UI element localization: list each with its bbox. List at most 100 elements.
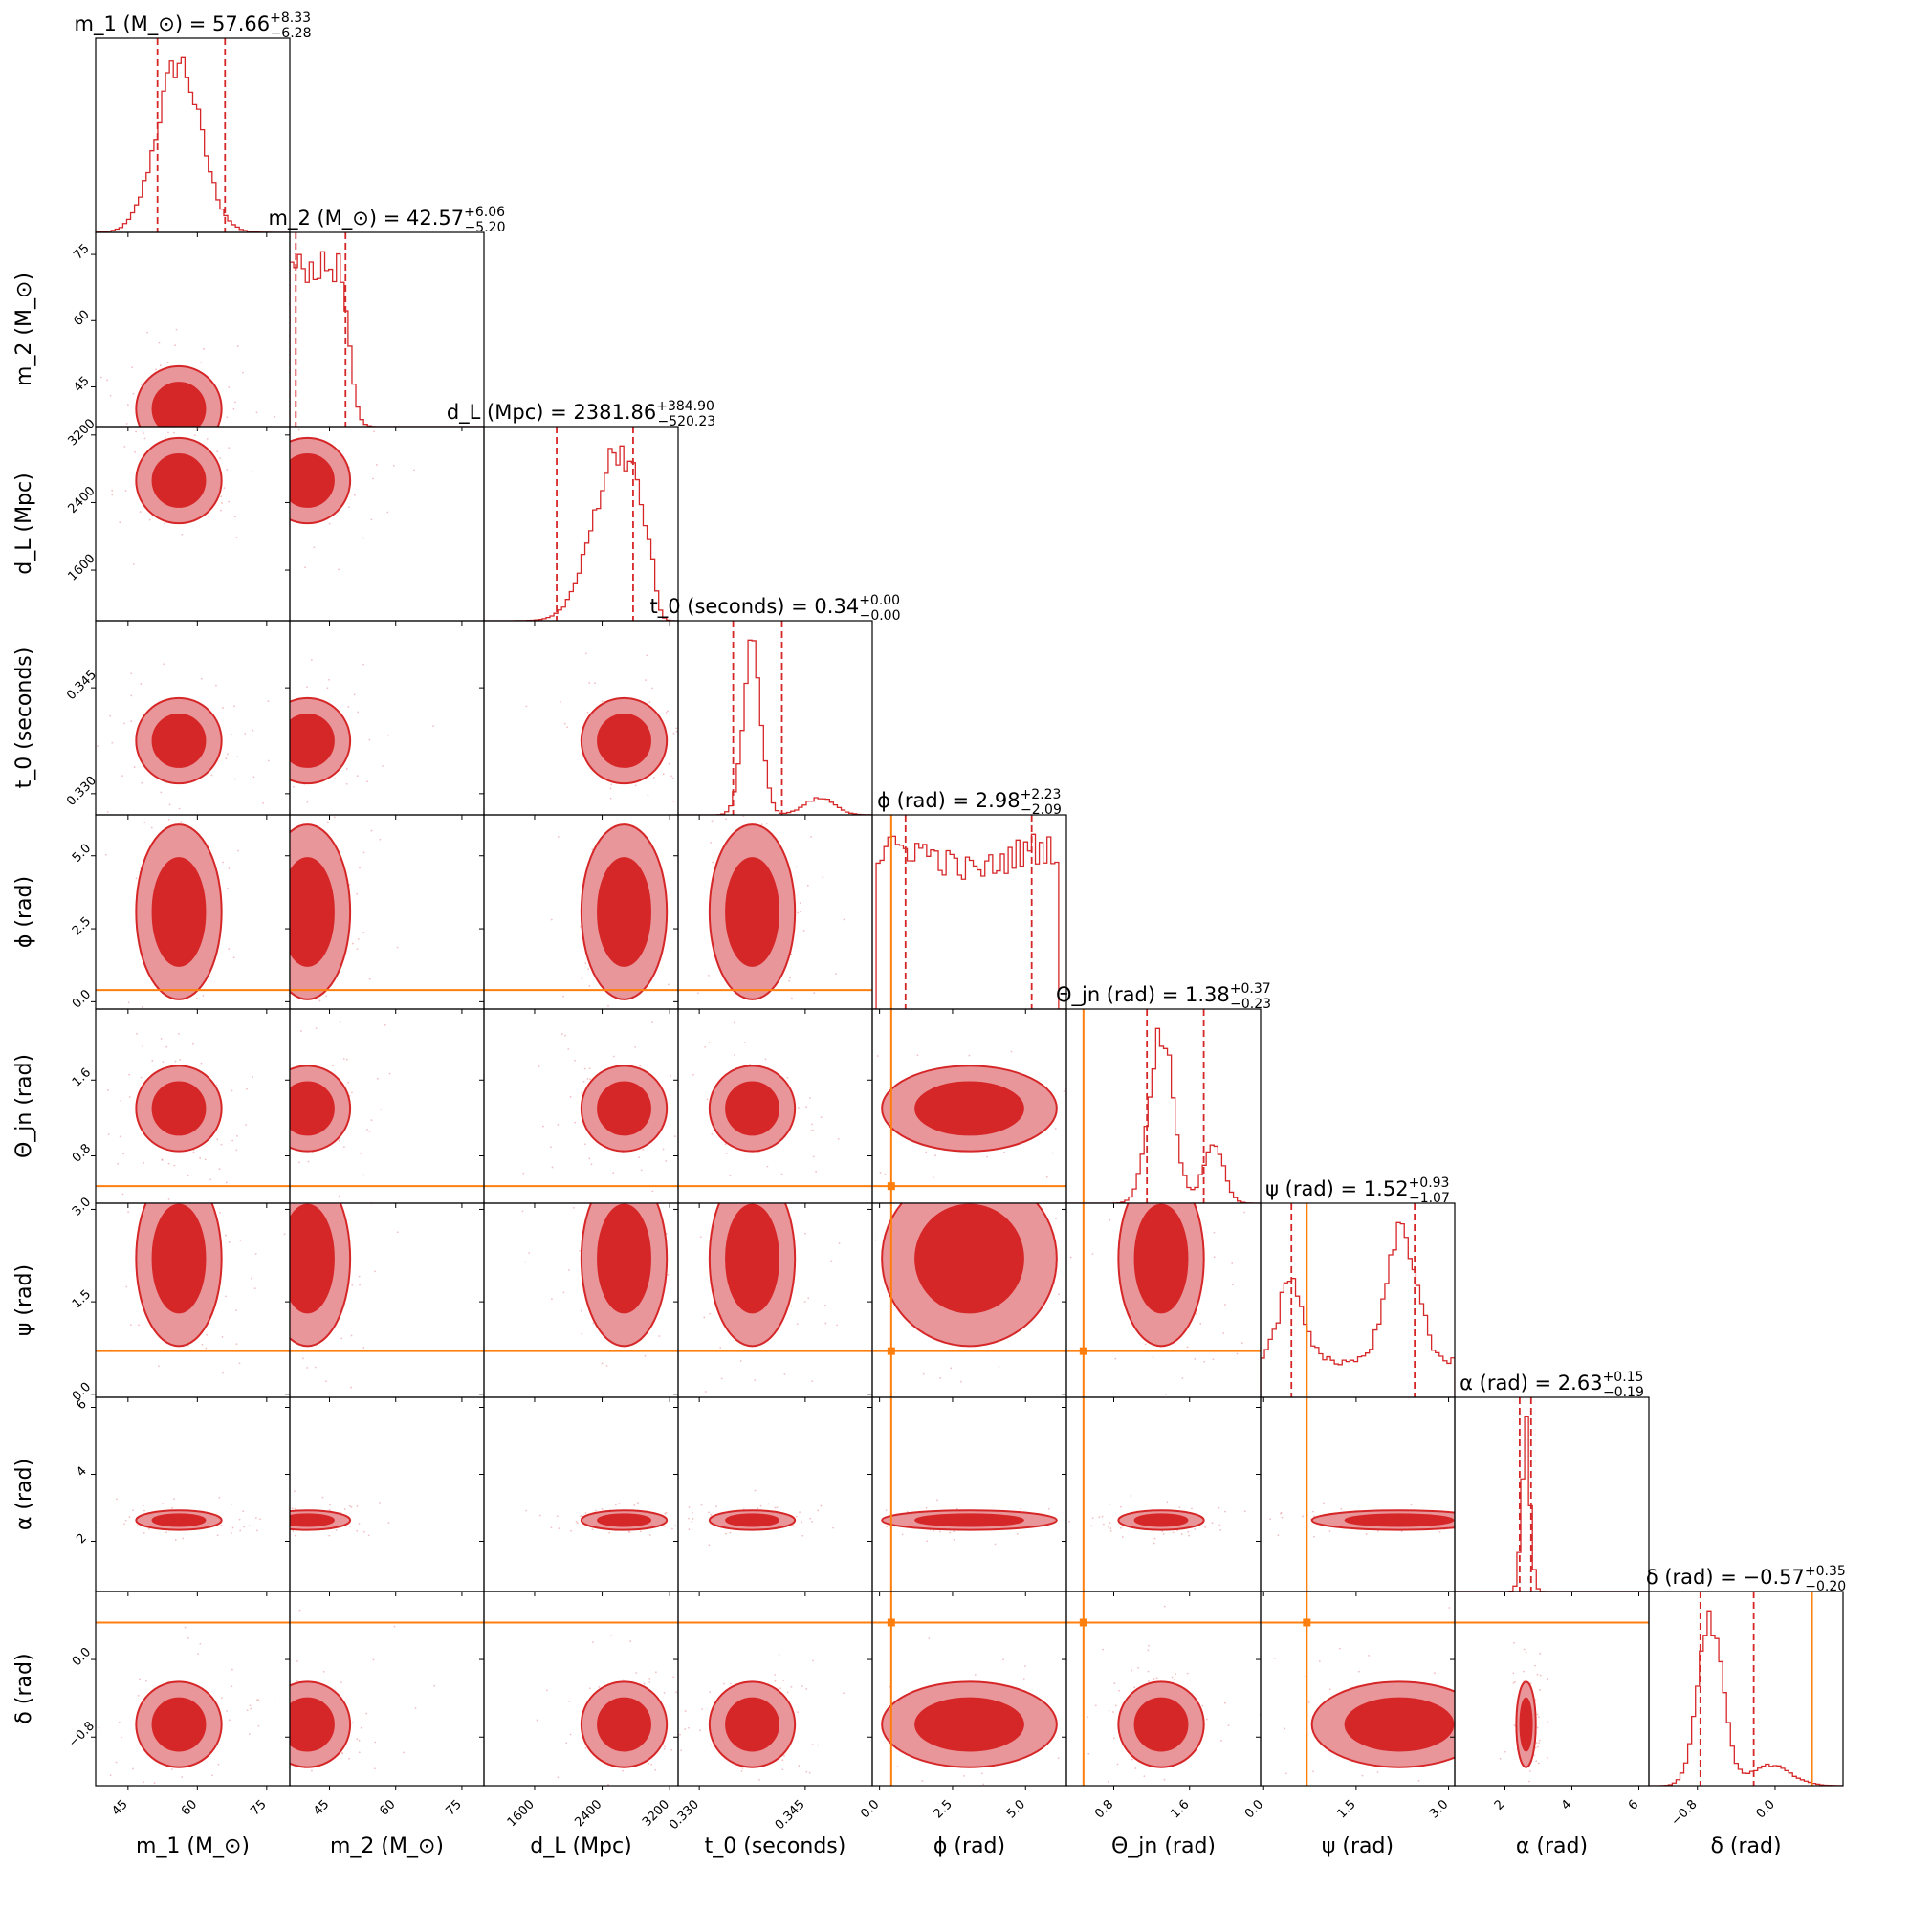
scatter-point [1114, 1704, 1117, 1707]
scatter-point [588, 682, 591, 684]
scatter-point [801, 1521, 803, 1524]
scatter-point [366, 1128, 368, 1131]
scatter-point [575, 1520, 578, 1523]
scatter-point [1322, 1502, 1325, 1504]
scatter-point [123, 806, 125, 808]
scatter-point [388, 1072, 391, 1075]
scatter-point [228, 450, 230, 452]
scatter-point [286, 777, 288, 779]
scatter-point [759, 1504, 762, 1507]
scatter-point [237, 849, 239, 852]
scatter-point [803, 1232, 806, 1235]
scatter-point [288, 1676, 290, 1678]
scatter-point [200, 361, 202, 363]
scatter-point [387, 1522, 390, 1525]
scatter-point [192, 1151, 195, 1153]
scatter-point [79, 809, 81, 811]
scatter-point [254, 1252, 257, 1255]
scatter-point [1010, 1050, 1013, 1053]
panel-frame [1065, 1396, 1262, 1592]
scatter-point [1121, 1198, 1123, 1200]
scatter-point [640, 1169, 643, 1172]
scatter-point [99, 376, 102, 379]
scatter-point [660, 1160, 662, 1162]
panel-content [1066, 1009, 1261, 1203]
scatter-point [1067, 1109, 1069, 1110]
scatter-point [817, 1509, 820, 1512]
contour-inner-psi-dL [597, 1203, 651, 1314]
scatter-point [896, 1766, 899, 1768]
scatter-point [250, 1774, 252, 1776]
scatter-point [749, 1063, 752, 1065]
scatter-point [805, 1106, 807, 1109]
scatter-point [227, 753, 229, 756]
scatter-point [650, 997, 652, 999]
scatter-point [629, 1640, 632, 1642]
scatter-point [226, 416, 229, 419]
scatter-point [268, 1336, 270, 1338]
scatter-point [686, 1438, 688, 1440]
scatter-point [620, 806, 622, 808]
y-tick-label-theta: 0.8 [70, 1141, 94, 1165]
panel-title-m2: m_2 (M_⊙) = 42.57+6.06 −5.20 [269, 205, 506, 235]
scatter-point [286, 721, 288, 723]
scatter-point [231, 1089, 233, 1092]
injection-marker [887, 1347, 895, 1355]
x-axis-label-m2: m_2 (M_⊙) [330, 1834, 444, 1858]
scatter-point [216, 769, 218, 771]
scatter-point [347, 706, 350, 708]
scatter-point [680, 742, 682, 744]
scatter-point [1481, 1527, 1482, 1529]
scatter-point [522, 1172, 525, 1175]
scatter-point [365, 1712, 368, 1715]
scatter-point [622, 1769, 625, 1772]
scatter-point [1218, 1506, 1220, 1509]
scatter-point [284, 912, 286, 914]
scatter-point [1180, 1533, 1183, 1535]
scatter-point [586, 1078, 589, 1080]
scatter-point [129, 1027, 131, 1029]
scatter-point [931, 1169, 933, 1171]
scatter-point [245, 1150, 247, 1152]
scatter-point [1161, 1530, 1164, 1533]
scatter-point [266, 757, 268, 759]
contour-inner-alpha-t0 [725, 1513, 779, 1527]
scatter-point [235, 1309, 237, 1312]
scatter-point [637, 1502, 639, 1504]
scatter-point [710, 1744, 713, 1746]
scatter-point [1243, 1510, 1246, 1513]
scatter-point [1213, 1256, 1216, 1259]
scatter-point [605, 1365, 608, 1367]
panel-psi-phi [867, 1169, 1071, 1402]
panel-content [1455, 1397, 1649, 1592]
scatter-point [601, 1200, 603, 1202]
scatter-point [646, 654, 648, 657]
scatter-point [1069, 1239, 1071, 1240]
scatter-point [109, 394, 112, 397]
scatter-point [141, 781, 143, 784]
scatter-point [710, 1405, 712, 1407]
scatter-point [1500, 1511, 1502, 1513]
scatter-point [588, 1067, 591, 1070]
scatter-point [356, 1738, 359, 1740]
panel-frame [871, 814, 1067, 1010]
scatter-point [200, 1062, 203, 1065]
scatter-point [1118, 1689, 1121, 1692]
scatter-point [267, 1347, 269, 1349]
scatter-point [225, 1295, 227, 1298]
scatter-point [1205, 1718, 1208, 1721]
scatter-point [558, 1527, 560, 1530]
scatter-point [1361, 1774, 1364, 1777]
scatter-point [127, 1211, 130, 1214]
scatter-point [281, 738, 283, 740]
scatter-point [557, 1776, 560, 1779]
scatter-point [246, 1087, 248, 1090]
scatter-point [582, 1080, 585, 1083]
panel-phi-m1 [91, 769, 291, 1014]
contour-inner-t0-m2 [290, 714, 335, 768]
scatter-point [1212, 1423, 1214, 1425]
scatter-point [362, 932, 365, 933]
panel-frame [677, 620, 873, 816]
scatter-point [691, 1520, 693, 1523]
scatter-point [830, 1137, 832, 1139]
